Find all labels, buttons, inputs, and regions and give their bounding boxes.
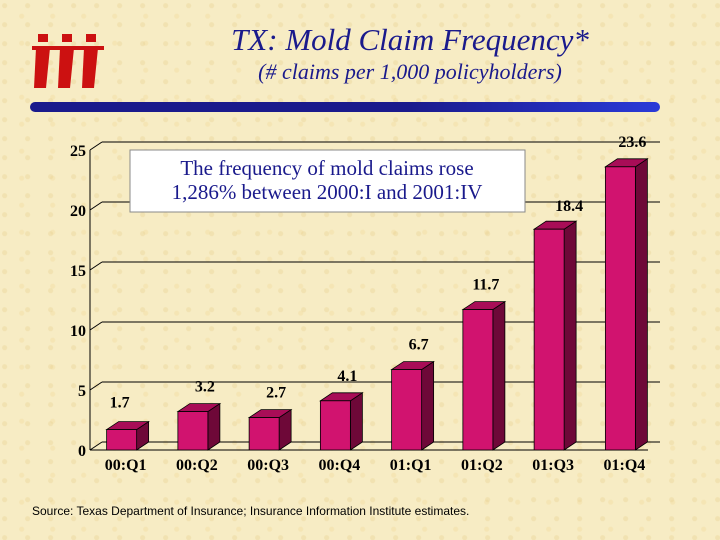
bar-00:Q4 — [319, 392, 364, 451]
bar-side — [421, 360, 435, 451]
bar-side — [563, 220, 577, 451]
bar-00:Q3 — [247, 408, 293, 451]
gridline-diag — [89, 141, 103, 151]
data-label: 4.1 — [337, 368, 357, 385]
x-tick-label: 00:Q3 — [247, 457, 289, 474]
annotation-line-2: 1,286% between 2000:I and 2001:IV — [172, 180, 483, 204]
bar-front — [319, 400, 351, 451]
chart-title: TX: Mold Claim Frequency* — [231, 22, 589, 57]
x-tick-label: 01:Q2 — [461, 457, 503, 474]
source-note: Source: Texas Department of Insurance; I… — [32, 504, 470, 518]
bar-side — [492, 300, 506, 451]
x-tick-label: 00:Q1 — [105, 457, 147, 474]
annotation-line-1: The frequency of mold claims rose — [180, 156, 473, 180]
x-tick-label: 01:Q3 — [532, 457, 574, 474]
iii-logo — [32, 34, 104, 88]
bar-01:Q2 — [461, 300, 507, 451]
bar-01:Q1 — [390, 360, 435, 451]
y-tick-label: 25 — [70, 143, 86, 160]
y-tick-label: 0 — [78, 443, 86, 460]
y-tick-label: 15 — [70, 263, 86, 280]
bar-00:Q1 — [105, 420, 150, 451]
x-tick-label: 00:Q2 — [176, 457, 218, 474]
bar-chart: 0 5 10 15 20 25 00:Q1 1.7 00:Q2 3.2 00:Q3 2.7 00:Q4 4… — [70, 134, 660, 474]
data-label: 1.7 — [110, 395, 130, 412]
title-divider — [30, 102, 660, 112]
floor-edge — [89, 441, 103, 451]
bar-side — [349, 392, 363, 451]
annotation-box — [129, 149, 526, 213]
bar-side — [634, 158, 648, 451]
gridline-diag — [89, 201, 103, 211]
data-label: 3.2 — [195, 379, 215, 396]
x-tick-label: 01:Q1 — [390, 457, 432, 474]
chart-subtitle: (# claims per 1,000 policyholders) — [258, 59, 562, 84]
x-tick-label: 00:Q4 — [318, 457, 360, 474]
bar-front — [106, 429, 138, 451]
data-label: 11.7 — [472, 277, 499, 294]
bar-00:Q2 — [176, 402, 222, 451]
data-label: 18.4 — [555, 198, 583, 215]
bar-front — [248, 417, 280, 451]
data-label: 23.6 — [618, 134, 646, 151]
bar-01:Q3 — [532, 220, 578, 451]
bar-front — [177, 411, 209, 451]
bar-front — [604, 166, 636, 451]
gridline-diag — [89, 381, 103, 391]
gridline-diag — [89, 261, 103, 271]
x-tick-label: 01:Q4 — [603, 457, 645, 474]
bar-front — [462, 309, 494, 451]
bar-front — [391, 369, 423, 451]
y-tick-label: 20 — [70, 203, 86, 220]
bar-01:Q4 — [604, 158, 649, 451]
gridline-diag — [89, 321, 103, 331]
data-label: 2.7 — [266, 385, 286, 402]
y-tick-label: 5 — [78, 383, 86, 400]
data-label: 6.7 — [409, 337, 429, 354]
y-tick-label: 10 — [70, 323, 86, 340]
bar-front — [533, 228, 565, 451]
